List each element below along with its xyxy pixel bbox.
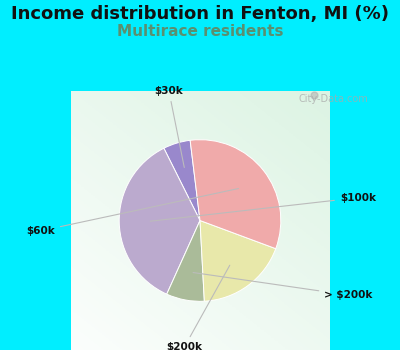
Text: Income distribution in Fenton, MI (%): Income distribution in Fenton, MI (%)	[11, 5, 389, 23]
Text: City-Data.com: City-Data.com	[298, 94, 368, 104]
Wedge shape	[167, 220, 204, 301]
Wedge shape	[200, 220, 276, 301]
Text: Multirace residents: Multirace residents	[117, 25, 283, 40]
Text: $30k: $30k	[154, 86, 184, 168]
Wedge shape	[190, 140, 281, 248]
Wedge shape	[119, 148, 200, 294]
Text: $100k: $100k	[150, 193, 376, 221]
Text: $60k: $60k	[26, 189, 238, 236]
Text: $200k: $200k	[166, 265, 230, 350]
Wedge shape	[164, 140, 200, 220]
Text: > $200k: > $200k	[193, 273, 373, 300]
